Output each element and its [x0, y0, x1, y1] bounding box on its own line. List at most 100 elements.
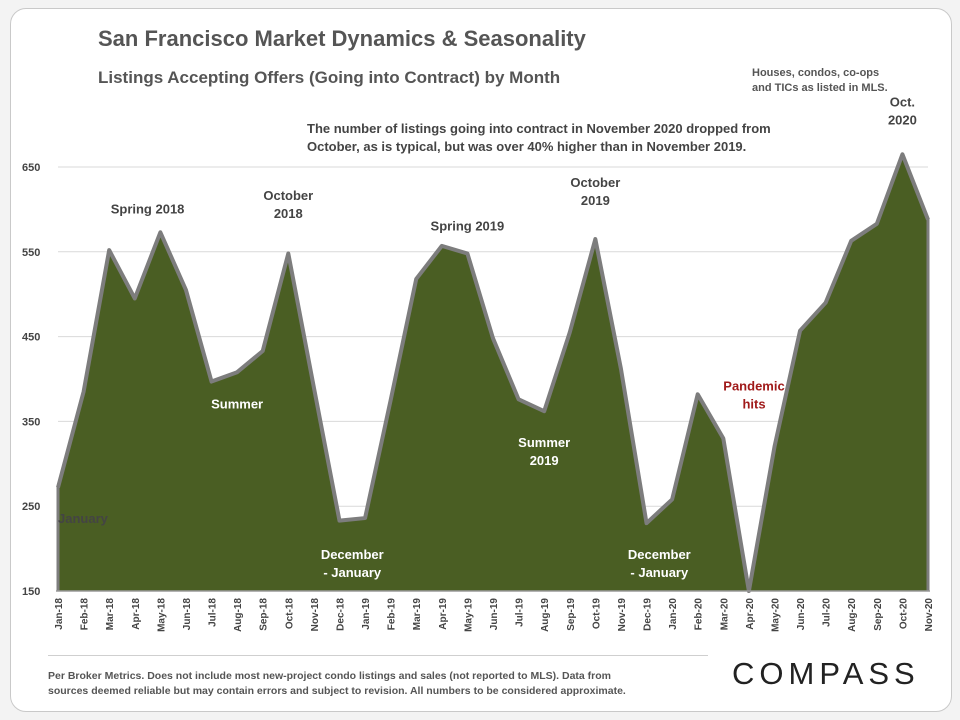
x-tick-label: Sep-19 [566, 598, 577, 631]
y-tick-label: 550 [22, 247, 40, 259]
x-tick-label: May-20 [770, 598, 781, 632]
data-point [875, 222, 879, 226]
annotation-label: December [321, 547, 384, 562]
annotation-label: October [263, 188, 313, 203]
y-tick-label: 450 [22, 332, 40, 344]
annotation-label: 2018 [274, 206, 303, 221]
data-point [82, 390, 86, 394]
data-point [900, 152, 904, 156]
data-point [645, 521, 649, 525]
annotation-label: December [628, 547, 691, 562]
x-tick-label: Oct-20 [898, 598, 909, 630]
x-tick-label: Jun-20 [796, 598, 807, 631]
data-point [670, 497, 674, 501]
data-point [491, 336, 495, 340]
x-tick-label: Mar-20 [719, 598, 730, 631]
x-tick-label: Apr-20 [745, 598, 756, 630]
x-tick-label: Mar-19 [412, 598, 423, 631]
data-point [133, 296, 137, 300]
annotation-label: - January [323, 565, 382, 580]
scope-note-line2: and TICs as listed in MLS. [752, 82, 888, 94]
data-point [542, 409, 546, 413]
x-tick-label: Feb-18 [80, 598, 91, 631]
annotation-label: hits [742, 397, 765, 412]
data-point [158, 230, 162, 234]
x-tick-label: May-19 [463, 598, 474, 632]
x-tick-label: Apr-18 [131, 598, 142, 630]
y-tick-label: 350 [22, 416, 40, 428]
x-tick-label: Oct-19 [591, 598, 602, 630]
annotation-label: 2020 [888, 113, 917, 128]
x-tick-label: Aug-18 [233, 598, 244, 632]
annotation-label: Summer [211, 397, 263, 412]
x-tick-label: Feb-19 [387, 598, 398, 631]
x-tick-label: Sep-20 [873, 598, 884, 631]
callout-text: The number of listings going into contra… [307, 120, 827, 156]
x-tick-label: Feb-20 [694, 598, 705, 631]
data-point [389, 398, 393, 402]
data-point [517, 397, 521, 401]
x-tick-label: Jan-20 [668, 598, 679, 630]
data-point [696, 392, 700, 396]
data-point [824, 301, 828, 305]
x-tick-label: Jun-19 [489, 598, 500, 631]
data-point [210, 380, 214, 384]
compass-logo: COMPASS [732, 656, 920, 691]
data-point [414, 277, 418, 281]
footnote-line2: sources deemed reliable but may contain … [48, 685, 626, 697]
x-tick-label: Dec-18 [335, 598, 346, 631]
annotation-label: Summer [518, 435, 570, 450]
x-tick-label: Dec-19 [643, 598, 654, 631]
x-tick-label: Jan-18 [54, 598, 65, 630]
annotation-label: 2019 [530, 453, 559, 468]
annotation-label: Spring 2019 [431, 219, 505, 234]
y-tick-label: 150 [22, 586, 40, 598]
data-point [261, 349, 265, 353]
x-tick-label: Jul-19 [515, 598, 526, 627]
data-point [235, 370, 239, 374]
data-point [107, 248, 111, 252]
data-point [619, 367, 623, 371]
data-point [184, 288, 188, 292]
scope-note: Houses, condos, co-ops and TICs as liste… [752, 66, 888, 96]
data-point [337, 519, 341, 523]
x-tick-label: Aug-19 [540, 598, 551, 632]
scope-note-line1: Houses, condos, co-ops [752, 67, 880, 79]
data-point [849, 239, 853, 243]
x-tick-label: Jan-19 [361, 598, 372, 630]
annotation-label: October [570, 175, 620, 190]
x-tick-label: Sep-18 [259, 598, 270, 631]
annotation-label: January [58, 511, 109, 526]
annotation-label: 2019 [581, 193, 610, 208]
data-point [593, 237, 597, 241]
x-tick-label: Jul-20 [822, 598, 833, 627]
data-point [568, 330, 572, 334]
x-tick-label: Apr-19 [438, 598, 449, 630]
footnote-line1: Per Broker Metrics. Does not include mos… [48, 670, 612, 682]
data-point [363, 516, 367, 520]
data-point [312, 385, 316, 389]
footnote-divider [48, 655, 708, 656]
x-tick-label: Nov-20 [924, 598, 935, 632]
chart-title: San Francisco Market Dynamics & Seasonal… [98, 26, 586, 51]
annotation-label: Pandemic [723, 379, 784, 394]
data-point [798, 329, 802, 333]
data-point [926, 218, 930, 222]
annotation-label: Spring 2018 [111, 202, 185, 217]
data-point [440, 244, 444, 248]
x-tick-label: Jul-18 [208, 598, 219, 627]
footnote: Per Broker Metrics. Does not include mos… [48, 669, 712, 699]
y-tick-label: 250 [22, 501, 40, 513]
chart-subtitle: Listings Accepting Offers (Going into Co… [98, 68, 561, 87]
data-point [772, 445, 776, 449]
annotation-label: Oct. [890, 95, 915, 110]
callout-line1: The number of listings going into contra… [307, 121, 771, 136]
x-tick-label: May-18 [156, 598, 167, 632]
x-tick-label: Nov-18 [310, 598, 321, 632]
x-tick-label: Oct-18 [284, 598, 295, 630]
area-fill [58, 154, 928, 591]
x-tick-label: Nov-19 [617, 598, 628, 632]
x-tick-label: Mar-18 [105, 598, 116, 631]
callout-line2: October, as is typical, but was over 40%… [307, 139, 747, 154]
